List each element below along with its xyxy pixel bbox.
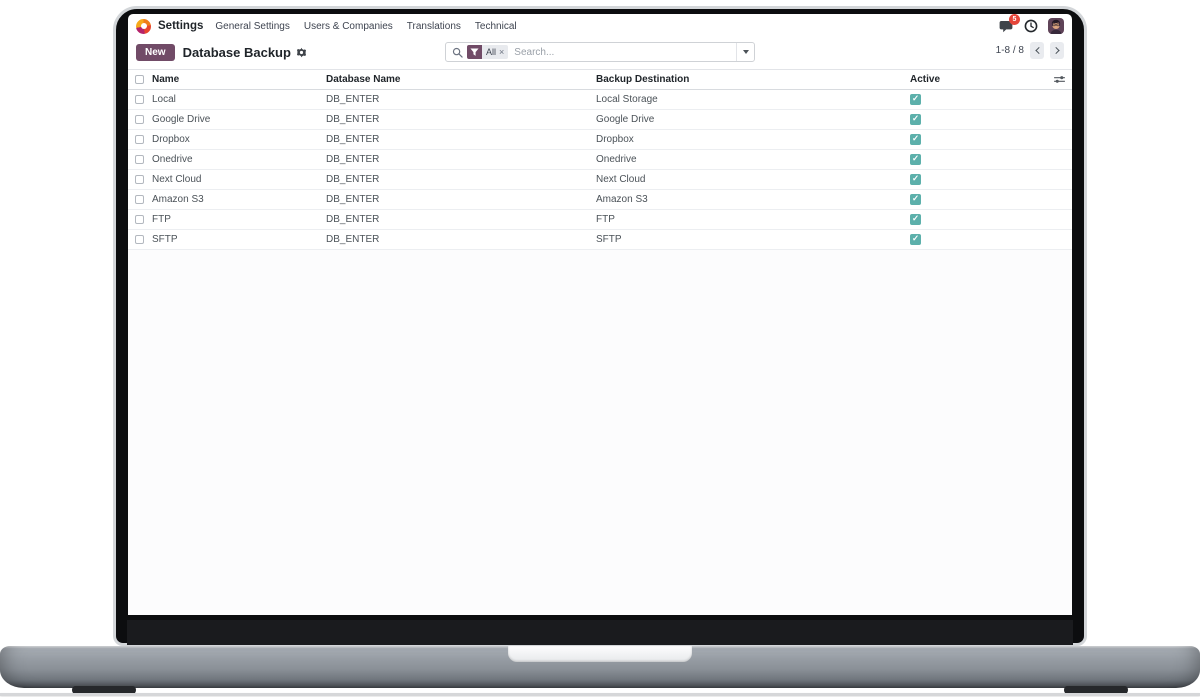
laptop-lid-notch xyxy=(508,646,692,662)
row-checkbox[interactable] xyxy=(135,115,144,124)
row-checkbox[interactable] xyxy=(135,195,144,204)
cell-database-name: DB_ENTER xyxy=(326,134,380,145)
laptop-foot xyxy=(72,686,136,694)
search-icon xyxy=(452,47,463,58)
menu-item-translations[interactable]: Translations xyxy=(406,20,461,32)
table-row[interactable]: Next Cloud DB_ENTER Next Cloud xyxy=(128,170,1072,190)
cell-name: Local xyxy=(152,94,176,105)
app-name[interactable]: Settings xyxy=(158,20,204,32)
search-facet: All × xyxy=(467,45,509,59)
row-checkbox[interactable] xyxy=(135,175,144,184)
menu-item-general-settings[interactable]: General Settings xyxy=(215,20,290,32)
cell-name: Amazon S3 xyxy=(152,194,204,205)
table-row[interactable]: Local DB_ENTER Local Storage xyxy=(128,90,1072,110)
messages-badge: 5 xyxy=(1009,14,1020,25)
row-checkbox[interactable] xyxy=(135,135,144,144)
cell-name: Dropbox xyxy=(152,134,190,145)
column-header-active[interactable]: Active xyxy=(910,74,941,85)
facet-value: All × xyxy=(482,45,509,59)
cell-database-name: DB_ENTER xyxy=(326,214,380,225)
table-row[interactable]: FTP DB_ENTER FTP xyxy=(128,210,1072,230)
active-checkbox[interactable] xyxy=(910,233,921,245)
active-checkbox[interactable] xyxy=(910,213,921,225)
chevron-left-icon xyxy=(1034,46,1042,55)
cell-database-name: DB_ENTER xyxy=(326,94,380,105)
search-dropdown-toggle[interactable] xyxy=(736,43,754,61)
cell-backup-destination: FTP xyxy=(596,214,615,225)
search-input[interactable]: Search... xyxy=(514,46,555,58)
filter-funnel-icon xyxy=(467,45,482,59)
row-checkbox[interactable] xyxy=(135,155,144,164)
row-checkbox[interactable] xyxy=(135,235,144,244)
active-checkbox[interactable] xyxy=(910,113,921,125)
pager: 1-8 / 8 xyxy=(996,42,1064,59)
app-window: Settings General Settings Users & Compan… xyxy=(128,14,1072,615)
cell-backup-destination: Local Storage xyxy=(596,94,658,105)
navbar-menu: General Settings Users & Companies Trans… xyxy=(215,21,516,32)
cell-backup-destination: Google Drive xyxy=(596,114,655,125)
table-body: Local DB_ENTER Local Storage Google Driv… xyxy=(128,90,1072,250)
cell-backup-destination: Onedrive xyxy=(596,154,637,165)
table-row[interactable]: Onedrive DB_ENTER Onedrive xyxy=(128,150,1072,170)
active-checkbox[interactable] xyxy=(910,153,921,165)
new-button[interactable]: New xyxy=(136,43,175,61)
table-row[interactable]: Amazon S3 DB_ENTER Amazon S3 xyxy=(128,190,1072,210)
cell-name: Google Drive xyxy=(152,114,211,125)
menu-item-technical[interactable]: Technical xyxy=(474,20,517,32)
row-checkbox[interactable] xyxy=(135,215,144,224)
pager-next-button[interactable] xyxy=(1050,42,1064,59)
control-panel: New Database Backup All × Search... xyxy=(128,38,1072,66)
user-avatar[interactable] xyxy=(1048,18,1064,34)
cell-database-name: DB_ENTER xyxy=(326,174,380,185)
menu-item-users-companies[interactable]: Users & Companies xyxy=(303,20,393,32)
cell-name: SFTP xyxy=(152,234,178,245)
search-bar[interactable]: All × Search... xyxy=(445,42,755,62)
cell-database-name: DB_ENTER xyxy=(326,234,380,245)
breadcrumb-title[interactable]: Database Backup xyxy=(182,44,291,60)
cell-name: Next Cloud xyxy=(152,174,202,185)
chevron-right-icon xyxy=(1052,46,1060,55)
cell-database-name: DB_ENTER xyxy=(326,114,380,125)
action-gear-icon[interactable] xyxy=(296,47,307,58)
cell-backup-destination: Next Cloud xyxy=(596,174,646,185)
active-checkbox[interactable] xyxy=(910,173,921,185)
list-view: Name Database Name Backup Destination Ac… xyxy=(128,69,1072,615)
systray: 5 xyxy=(998,14,1066,34)
pager-range: 1-8 / 8 xyxy=(995,45,1024,56)
laptop-foot xyxy=(1064,686,1128,694)
active-checkbox[interactable] xyxy=(910,193,921,205)
floor-shadow xyxy=(0,693,1200,696)
app-logo-icon[interactable] xyxy=(136,18,151,34)
table-row[interactable]: SFTP DB_ENTER SFTP xyxy=(128,230,1072,250)
column-header-backup-destination[interactable]: Backup Destination xyxy=(596,74,690,85)
column-header-name[interactable]: Name xyxy=(152,74,180,85)
cell-name: FTP xyxy=(152,214,171,225)
active-checkbox[interactable] xyxy=(910,133,921,145)
select-all-checkbox[interactable] xyxy=(135,75,144,84)
table-row[interactable]: Dropbox DB_ENTER Dropbox xyxy=(128,130,1072,150)
chevron-down-icon xyxy=(742,50,749,54)
messages-icon[interactable]: 5 xyxy=(998,14,1020,34)
row-checkbox[interactable] xyxy=(135,95,144,104)
cell-database-name: DB_ENTER xyxy=(326,194,380,205)
activities-clock-icon[interactable] xyxy=(1023,18,1039,34)
column-header-database-name[interactable]: Database Name xyxy=(326,74,401,85)
cell-backup-destination: Amazon S3 xyxy=(596,194,648,205)
laptop-bezel-band xyxy=(127,620,1073,645)
pager-previous-button[interactable] xyxy=(1030,42,1044,59)
optional-columns-icon[interactable] xyxy=(1054,75,1072,84)
main-navbar: Settings General Settings Users & Compan… xyxy=(128,14,1072,38)
table-row[interactable]: Google Drive DB_ENTER Google Drive xyxy=(128,110,1072,130)
table-header-row: Name Database Name Backup Destination Ac… xyxy=(128,69,1072,90)
cell-name: Onedrive xyxy=(152,154,193,165)
cell-backup-destination: SFTP xyxy=(596,234,622,245)
active-checkbox[interactable] xyxy=(910,93,921,105)
cell-database-name: DB_ENTER xyxy=(326,154,380,165)
facet-label: All xyxy=(486,47,497,57)
facet-remove-icon[interactable]: × xyxy=(499,47,505,57)
cell-backup-destination: Dropbox xyxy=(596,134,634,145)
